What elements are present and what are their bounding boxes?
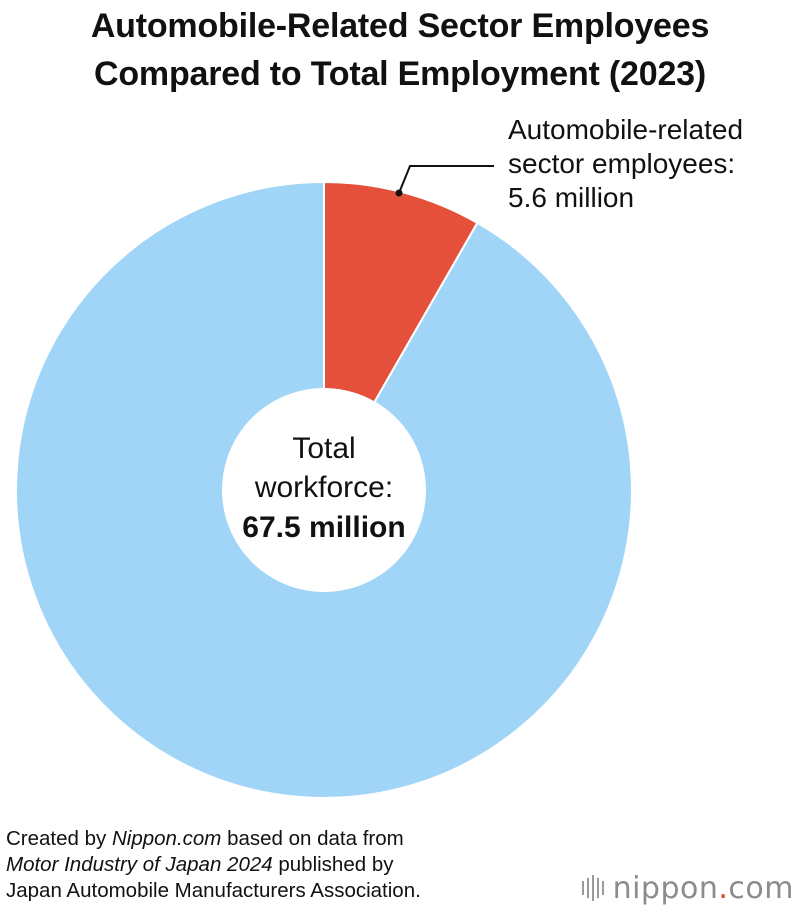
source-prefix: Created by bbox=[6, 827, 112, 850]
center-label-line-2: workforce: bbox=[254, 471, 393, 504]
annotation-label-value: 5.6 million bbox=[508, 182, 634, 213]
chart-title-line-1: Automobile-Related Sector Employees bbox=[90, 7, 710, 45]
nippon-logo: nippon.com bbox=[581, 868, 794, 908]
logo-bars-icon bbox=[581, 875, 607, 901]
chart-title: Automobile-Related Sector Employees Comp… bbox=[0, 0, 800, 98]
source-line-1: Created by Nippon.com based on data from bbox=[6, 826, 421, 852]
center-label-value: 67.5 million bbox=[242, 511, 405, 544]
source-suffix: published by bbox=[272, 853, 394, 876]
center-label-line-1: Total bbox=[292, 432, 355, 465]
source-publication: Motor Industry of Japan 2024 bbox=[6, 853, 273, 876]
annotation-leader-dot bbox=[395, 189, 403, 197]
annotation-label-line-2: sector employees: bbox=[508, 148, 735, 179]
annotation-leader-line bbox=[398, 165, 494, 194]
source-site: Nippon.com bbox=[111, 827, 222, 850]
source-mid: based on data from bbox=[221, 827, 404, 850]
annotation-label-line-1: Automobile-related bbox=[508, 114, 743, 145]
logo-text: nippon.com bbox=[612, 870, 794, 906]
source-publisher: Japan Automobile Manufacturers Associati… bbox=[6, 879, 421, 902]
source-line-2: Motor Industry of Japan 2024 published b… bbox=[6, 852, 421, 878]
source-line-3: Japan Automobile Manufacturers Associati… bbox=[6, 878, 421, 904]
source-note: Created by Nippon.com based on data from… bbox=[6, 826, 421, 904]
chart-title-line-2: Compared to Total Employment (2023) bbox=[93, 55, 707, 93]
donut-hole bbox=[222, 388, 426, 592]
